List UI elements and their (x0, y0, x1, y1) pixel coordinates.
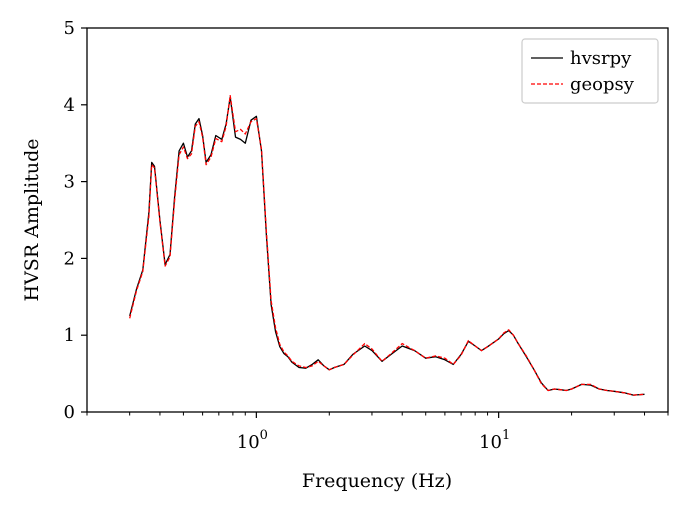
y-axis-title: HVSR Amplitude (21, 139, 43, 302)
x-axis: 100 101 (86, 412, 669, 453)
series-line-geopsy (129, 94, 645, 396)
x-tick-label: 100 (237, 428, 268, 453)
y-tick-label: 1 (64, 325, 75, 346)
legend: hvsrpy geopsy (521, 38, 659, 104)
x-tick-base: 10 (479, 432, 502, 453)
y-tick-label: 5 (64, 18, 75, 39)
legend-geopsy-label: geopsy (570, 74, 635, 95)
y-tick-label: 4 (64, 95, 75, 116)
x-tick-exponent: 0 (260, 428, 268, 443)
x-tick-label: 101 (479, 428, 510, 453)
y-tick-label: 3 (64, 172, 75, 193)
plot-frame (86, 27, 669, 413)
x-axis-title: Frequency (Hz) (302, 470, 452, 492)
plot-lines (129, 94, 645, 396)
y-axis: 0 1 2 3 4 5 (64, 18, 87, 423)
y-tick-label: 0 (64, 402, 75, 423)
x-tick-base: 10 (237, 432, 260, 453)
x-tick-exponent: 1 (502, 428, 510, 443)
legend-box (521, 38, 659, 104)
legend-hvsrpy-label: hvsrpy (570, 48, 632, 69)
y-tick-label: 2 (64, 248, 75, 269)
